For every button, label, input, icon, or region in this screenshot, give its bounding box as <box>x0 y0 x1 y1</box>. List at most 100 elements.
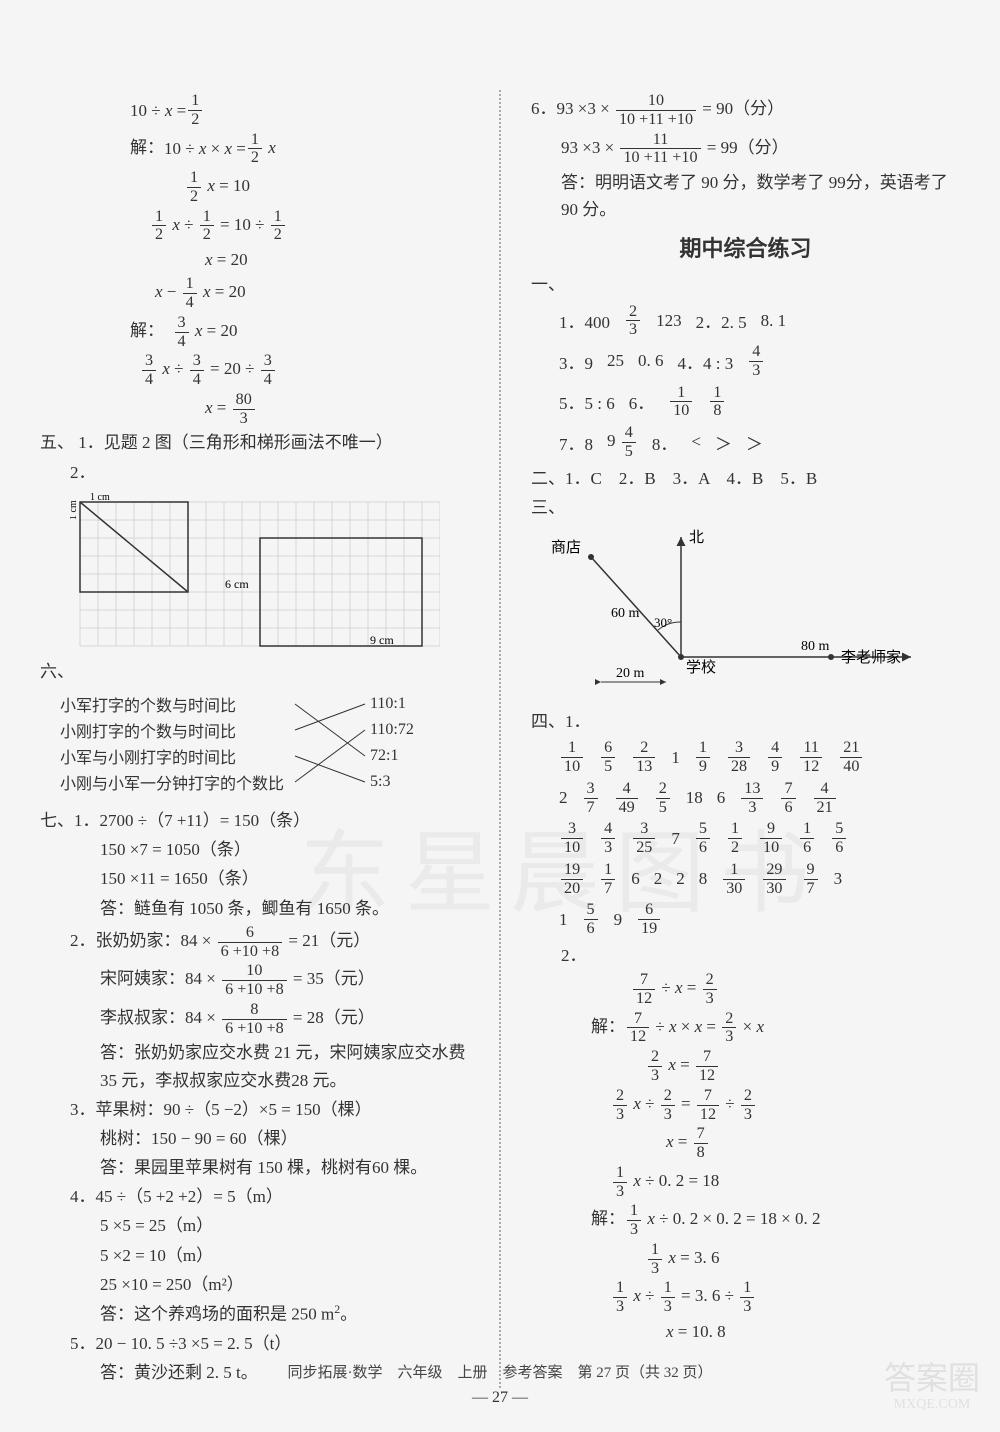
sec1-item: ＞ <box>715 430 732 455</box>
sec1-row-0: 1．400231232．2. 58. 1 <box>559 303 960 340</box>
q7-4-ans: 答：这个养鸡场的面积是 250 m2。 <box>40 1300 469 1328</box>
sec4-item: 1112 <box>798 739 824 776</box>
sec4-item: 37 <box>582 780 600 817</box>
label-9cm: 9 cm <box>370 633 394 647</box>
sec4-item: 49 <box>766 739 784 776</box>
sec4: 四、1． <box>531 708 960 735</box>
compass-60m: 60 m <box>611 606 640 621</box>
match-left-0: 小军打字的个数与时间比 <box>60 691 284 717</box>
sec4-item: 18 <box>686 788 703 808</box>
column-divider <box>499 90 501 1388</box>
sec1-item: 123 <box>656 311 682 331</box>
sec4-item: 325 <box>631 820 657 857</box>
compass-30deg: 30° <box>654 615 672 630</box>
sec1-item: 1．400 <box>559 308 610 333</box>
q7-3-a: 3．苹果树：90 ÷（5 −2）×5 = 150（棵） <box>40 1096 469 1123</box>
section-6: 六、 <box>40 658 469 685</box>
sec2: 二、1．C 2．B 3．A 4．B 5．B <box>531 465 960 492</box>
sec4-item: 6 <box>631 869 640 889</box>
sec1-item: 110 <box>668 384 694 421</box>
sec4-item: 65 <box>599 739 617 776</box>
sec4-item: 2140 <box>838 739 864 776</box>
section-6-label: 六、 <box>40 662 74 681</box>
sec4-2-lead: 2． <box>531 942 960 969</box>
sec4-item: 16 <box>798 820 816 857</box>
section-5-label: 五、 <box>40 433 74 452</box>
q6-b: 93 ×3 × 1110 +11 +10 = 99（分） <box>531 131 960 168</box>
compass-80m: 80 m <box>801 639 830 654</box>
q7-1-a: 1．2700 ÷（7 +11）= 150（条） <box>74 811 310 830</box>
match-left-1: 小刚打字的个数与时间比 <box>60 717 284 743</box>
sec1-item: 0. 6 <box>638 351 664 371</box>
sec1-item: 8． <box>652 430 678 455</box>
sec4-row-0: 110652131193284911122140 <box>559 739 960 776</box>
match-right-3: 5:3 <box>370 769 414 795</box>
sec4-item: 421 <box>812 780 838 817</box>
sec4-item: 110 <box>559 739 585 776</box>
sec4-rows: 1106521311932849111221402374492518613376… <box>531 739 960 938</box>
sec4-item: 133 <box>739 780 765 817</box>
sec4-item: 3 <box>834 869 843 889</box>
sec4-item: 2 <box>654 869 663 889</box>
sec4-item: 910 <box>758 820 784 857</box>
match-left-2: 小军与小刚打字的时间比 <box>60 743 284 769</box>
q7-1-b: 150 ×7 = 1050（条） <box>40 836 469 863</box>
sec1-item: 9 45 <box>607 424 638 461</box>
section-5-2: 2． <box>40 459 469 486</box>
q7-3-b: 桃树：150 − 90 = 60（棵） <box>40 1125 469 1152</box>
sec4-item: 43 <box>599 820 617 857</box>
sec1-item: 23 <box>624 303 642 340</box>
match-right-0: 110:1 <box>370 691 414 717</box>
label-1cm-top: 1 cm <box>90 492 110 503</box>
sec1-item: 4．4 : 3 <box>678 349 734 374</box>
compass-20m: 20 m <box>616 666 645 681</box>
compass-shop: 商店 <box>551 539 581 556</box>
q7-2-c: 李叔叔家：84 × 86 +10 +8 = 28（元） <box>40 1001 469 1038</box>
grid-svg: {"c":18} 1 cm 1 cm 6 cm 9 cm <box>70 492 440 652</box>
sec4-item: 619 <box>636 901 662 938</box>
sec1-rows: 1．400231232．2. 58. 13．9250. 64．4 : 3435．… <box>531 303 960 461</box>
sec4-row-3: 19201762281302930973 <box>559 861 960 898</box>
sec4-item: 7 <box>671 829 680 849</box>
section-5: 五、 1．见题 2 图（三角形和梯形画法不唯一） <box>40 429 469 456</box>
section-7: 七、1．2700 ÷（7 +11）= 150（条） 150 ×7 = 1050（… <box>40 807 469 1386</box>
sec1-item: < <box>691 432 701 452</box>
sec1-item: 6． <box>629 389 655 414</box>
sec4-item: 56 <box>582 901 600 938</box>
sec1-row-2: 5．5 : 66．11018 <box>559 384 960 421</box>
q7-4-d: 25 ×10 = 250（m²） <box>40 1271 469 1298</box>
sec4-item: 17 <box>599 861 617 898</box>
q6-a: 6．93 ×3 × 1010 +11 +10 = 90（分） <box>531 92 960 129</box>
q7-5-a: 5．20 − 10. 5 ÷3 ×5 = 2. 5（t） <box>40 1330 469 1357</box>
q7-4-a: 4．45 ÷（5 +2 +2）= 5（m） <box>40 1183 469 1210</box>
midterm-title: 期中综合练习 <box>531 231 960 263</box>
left-column: 10 ÷ x = 12 解：10 ÷ x × x = 12 x 12 x = 1… <box>40 90 469 1388</box>
sec4-item: 9 <box>614 910 623 930</box>
sec4-item: 8 <box>699 869 708 889</box>
compass-figure: 商店 北 60 m 30° 学校 80 m 李老师家 20 m <box>531 527 960 702</box>
q7-1-ans: 答：鲢鱼有 1050 条，鲫鱼有 1650 条。 <box>40 895 469 922</box>
match-left-3: 小刚与小军一分钟打字的个数比 <box>60 769 284 795</box>
sec1-label: 一、 <box>531 275 565 294</box>
sec4-item: 130 <box>721 861 747 898</box>
q7-4-c: 5 ×2 = 10（m） <box>40 1242 469 1269</box>
compass-school: 学校 <box>686 659 716 676</box>
sec4-item: 2930 <box>761 861 787 898</box>
label-1cm-left: 1 cm <box>70 500 79 520</box>
sec4-item: 1 <box>559 910 568 930</box>
right-column: 6．93 ×3 × 1010 +11 +10 = 90（分） 93 ×3 × 1… <box>531 90 960 1388</box>
match-figure: 小军打字的个数与时间比小刚打字的个数与时间比小军与小刚打字的时间比小刚与小军一分… <box>60 691 469 801</box>
sec4-row-2: 31043325756129101656 <box>559 820 960 857</box>
q7-2-ans: 答：张奶奶家应交水费 21 元，宋阿姨家应交水费 35 元，李叔叔家应交水费28… <box>40 1039 469 1093</box>
sec4-item: 1920 <box>559 861 585 898</box>
page-columns: 10 ÷ x = 12 解：10 ÷ x × x = 12 x 12 x = 1… <box>40 90 960 1388</box>
section-7-label: 七、 <box>40 811 74 830</box>
sec1-item: 7．8 <box>559 430 593 455</box>
q6-ans: 答：明明语文考了 90 分，数学考了 99分，英语考了 90 分。 <box>531 169 960 223</box>
sec4-item: 328 <box>726 739 752 776</box>
sec4-item: 97 <box>802 861 820 898</box>
q7-3-ans: 答：果园里苹果树有 150 棵，桃树有60 棵。 <box>40 1154 469 1181</box>
grid-figure: {"c":18} 1 cm 1 cm 6 cm 9 cm <box>70 492 469 652</box>
sec4-item: 25 <box>654 780 672 817</box>
sec4-item: 12 <box>726 820 744 857</box>
